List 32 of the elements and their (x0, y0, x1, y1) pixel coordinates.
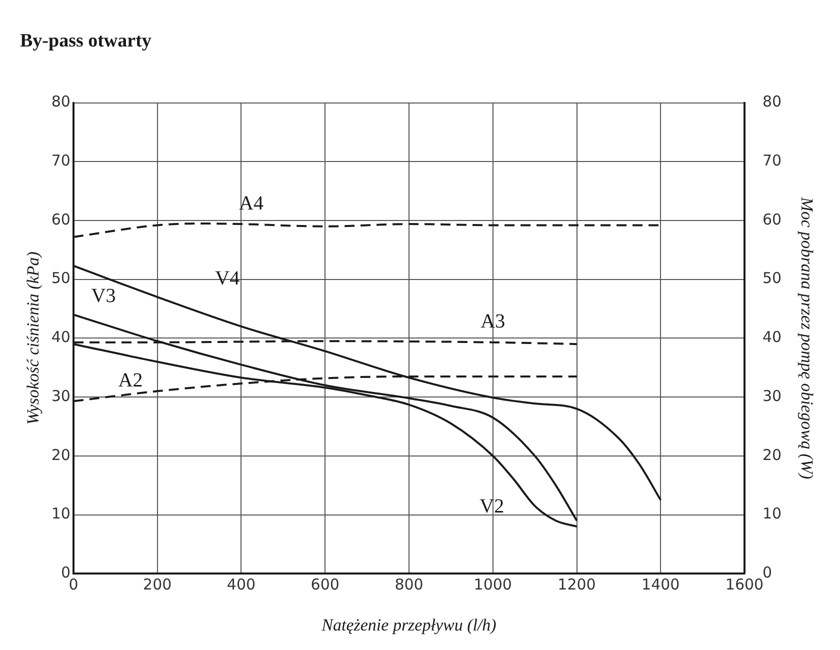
x-tick-label: 400 (226, 575, 256, 594)
x-tick-label: 1000 (474, 575, 512, 594)
y2-tick-label: 70 (762, 152, 782, 170)
y-tick-label: 50 (51, 269, 70, 288)
y2-tick-label: 10 (762, 504, 782, 523)
y-tick-label: 10 (51, 504, 70, 523)
y2-tick-label: 50 (762, 269, 782, 288)
y-tick-label: 80 (51, 92, 70, 111)
y2-tick-label: 30 (762, 386, 782, 405)
x-tick-label: 600 (310, 575, 340, 594)
chart-title: By-pass otwarty (20, 30, 152, 52)
x-tick-label: 1200 (558, 575, 596, 594)
y-tick-label: 20 (51, 446, 70, 464)
x-axis-title: Natężenie przepływu (l/h) (320, 615, 497, 634)
y2-tick-label: 40 (762, 328, 782, 346)
series-label: V3 (91, 284, 116, 307)
y2-tick-label: 20 (762, 446, 782, 464)
x-tick-label: 1600 (725, 575, 764, 594)
x-tick-label: 1400 (642, 575, 680, 594)
y-tick-label: 30 (51, 386, 70, 405)
y-axis-title: Wysokość ciśnienia (kPa) (24, 251, 43, 425)
y2-tick-label: 80 (762, 92, 782, 111)
y-tick-label: 70 (51, 152, 70, 170)
series-label: A2 (118, 369, 143, 392)
y-tick-label: 60 (51, 210, 70, 228)
x-tick-label: 800 (394, 575, 424, 594)
y-tick-label: 40 (51, 328, 70, 346)
y2-tick-label: 60 (762, 210, 782, 228)
y2-axis-title: Moc pobrana przez pompę obiegową (W) (797, 196, 816, 480)
y-tick-label: 0 (60, 563, 70, 582)
y2-tick-label: 0 (762, 563, 772, 582)
x-tick-label: 200 (143, 575, 172, 594)
